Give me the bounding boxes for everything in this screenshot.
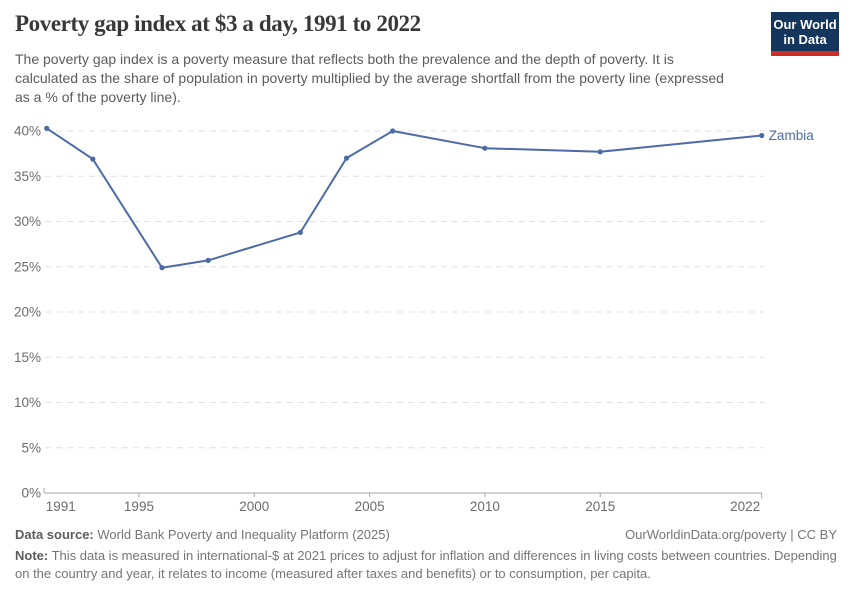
y-axis-tick-label: 25% [14,259,41,274]
owid-logo-line1: Our World [773,16,837,32]
data-point[interactable] [205,257,211,263]
data-point[interactable] [159,265,165,271]
data-source-label: Data source: [15,527,94,542]
chart-note: Note: This data is measured in internati… [15,547,837,582]
y-axis-tick-label: 10% [14,395,41,410]
data-source: Data source: World Bank Poverty and Ineq… [15,527,390,542]
data-point[interactable] [44,125,50,131]
data-source-value: World Bank Poverty and Inequality Platfo… [93,527,390,542]
note-label: Note: [15,548,49,563]
x-axis-tick-label: 2022 [730,499,760,514]
chart-subtitle: The poverty gap index is a poverty measu… [15,51,724,106]
x-axis-tick-label: 2015 [585,499,615,514]
entity-label[interactable]: Zambia [769,128,815,143]
data-point[interactable] [759,132,765,139]
y-axis-tick-label: 30% [14,214,41,229]
y-axis-tick-label: 35% [14,169,41,184]
x-axis-tick-label: 2010 [470,499,500,514]
attribution-link[interactable]: OurWorldinData.org/poverty | CC BY [625,527,837,542]
x-axis-tick-label: 2005 [355,499,385,514]
x-axis-tick-label: 2000 [239,499,269,514]
y-axis-tick-label: 15% [14,350,41,365]
x-axis-tick-label: 1995 [124,499,154,514]
y-axis-tick-label: 5% [21,440,41,455]
data-point[interactable] [297,229,303,235]
page-title: Poverty gap index at $3 a day, 1991 to 2… [15,11,421,36]
y-axis-tick-label: 20% [14,305,41,320]
y-axis-tick-label: 0% [21,486,41,501]
y-axis: 0% 5% 10% 15% 20% 25% 30% 35% 40% [14,124,41,501]
owid-logo[interactable]: Our World in Data [771,12,839,56]
x-axis: 1991 1995 2000 2005 2010 2015 2022 [43,488,763,514]
chart-footer: Data source: World Bank Poverty and Ineq… [15,527,837,582]
data-point[interactable] [343,155,350,161]
series-zambia: Zambia [44,125,815,271]
data-point[interactable] [90,156,96,162]
x-axis-tick-label: 1991 [46,499,76,514]
data-point[interactable] [597,149,603,155]
owid-logo-line2: in Data [783,31,827,47]
gridlines [45,130,764,449]
series-line[interactable] [45,127,763,269]
data-point[interactable] [482,145,488,151]
y-axis-tick-label: 40% [14,124,41,139]
note-value: This data is measured in international-$… [15,548,837,581]
data-point[interactable] [390,128,396,134]
